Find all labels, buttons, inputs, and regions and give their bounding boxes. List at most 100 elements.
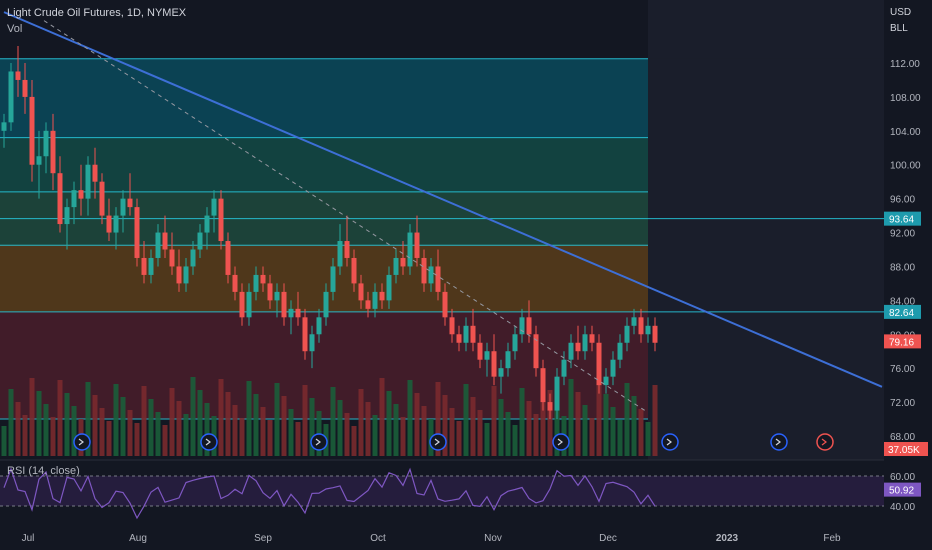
candle-body [358,283,364,301]
price-zone [0,58,648,138]
volume-bar [624,383,630,456]
candle-body [225,241,231,275]
price-tick-label: 104.00 [890,127,921,138]
time-tick-label: Aug [129,533,147,544]
time-tick-label: Dec [599,533,617,544]
price-label-text: 82.64 [889,308,914,319]
candle-body [120,198,126,216]
candle-body [50,130,56,174]
candle-body [442,291,448,318]
price-label-box [884,334,921,349]
volume-bar [463,384,469,456]
currency-label[interactable]: USD [890,7,912,18]
volume-bar [435,382,441,456]
candle-body [449,317,455,335]
drawn-lines [3,11,883,411]
volume-bar [176,401,182,456]
volume-bar [386,391,392,456]
volume-bar [554,403,560,456]
candle-body [379,291,385,301]
candle-body [470,325,476,343]
volume-bar [246,381,252,456]
volume-bar [575,392,581,456]
volume-bar [512,425,518,456]
event-arrow-icon [821,438,827,446]
volume-bar [64,393,70,456]
candle-body [540,368,546,403]
volume-bar [148,399,154,456]
volume-bar [113,384,119,456]
rsi-pane: 60.00 40.00 50.92 [0,467,921,520]
candle-body [295,308,301,318]
volume-bar [169,388,175,456]
volume-bar [85,382,91,456]
volume-bar [603,394,609,456]
volume-bar [582,405,588,456]
price-label-text: 79.16 [889,337,914,348]
candle-body [316,317,322,335]
candle-body [603,376,609,386]
rsi-legend: RSI (14, close) [7,465,80,477]
volume-bar [225,392,231,456]
volume-bar [120,397,126,456]
volume-bar [197,390,203,456]
time-tick-label: Oct [370,533,386,544]
time-tick-label: 2023 [716,533,739,544]
candle-body [281,291,287,318]
candle-body [113,215,119,233]
price-label-box [884,304,921,319]
volume-bar [204,403,210,456]
candle-body [274,291,280,301]
candlesticks[interactable] [1,46,658,420]
volume-bar [15,402,21,456]
event-arrow-icon [775,438,781,446]
time-axis[interactable]: Jul Aug Sep Oct Nov Dec 2023 Feb [22,533,841,544]
rsi-tick-label: 60.00 [890,472,915,483]
candle-body [568,342,574,360]
candle-body [435,266,441,292]
candle-body [582,334,588,352]
volume-bars [1,377,658,456]
volume-bar [414,393,420,456]
candle-body [631,317,637,326]
price-axis[interactable]: 112.00 108.00 104.00 100.00 96.00 92.00 88.00 8… [884,59,928,456]
unit-label[interactable]: BLL [890,23,908,34]
candle-body [400,257,406,267]
volume-bar [498,399,504,456]
volume-bar [652,385,658,456]
volume-bar [568,379,574,456]
candle-body [57,173,63,225]
time-tick-label: Nov [484,533,502,544]
price-tick-label: 92.00 [890,229,915,240]
future-zone [648,58,884,312]
candle-body [505,351,511,369]
event-arrow-icon [557,438,563,446]
volume-bar [29,378,35,456]
candle-body [22,79,28,97]
rsi-value-text: 50.92 [889,486,914,497]
volume-bar [533,414,539,456]
event-icons[interactable] [73,433,834,451]
volume-bar [610,407,616,456]
price-label-box [884,211,921,226]
volume-bar [421,406,427,456]
volume-bar [379,378,385,456]
volume-bar [162,425,168,456]
volume-bar [239,418,245,456]
volume-bar [134,423,140,456]
candle-body [85,164,91,199]
time-tick-label: Feb [823,533,841,544]
candle-body [92,164,98,182]
candle-body [498,368,504,377]
candle-body [183,266,189,284]
volume-bar [218,379,224,456]
candle-body [99,181,105,216]
volume-label-box [884,442,928,456]
candle-body [190,249,196,267]
price-tick-label: 88.00 [890,262,915,273]
rsi-band [0,476,884,506]
volume-bar [400,417,406,456]
volume-legend: Vol [7,23,23,35]
volume-bar [155,412,161,456]
